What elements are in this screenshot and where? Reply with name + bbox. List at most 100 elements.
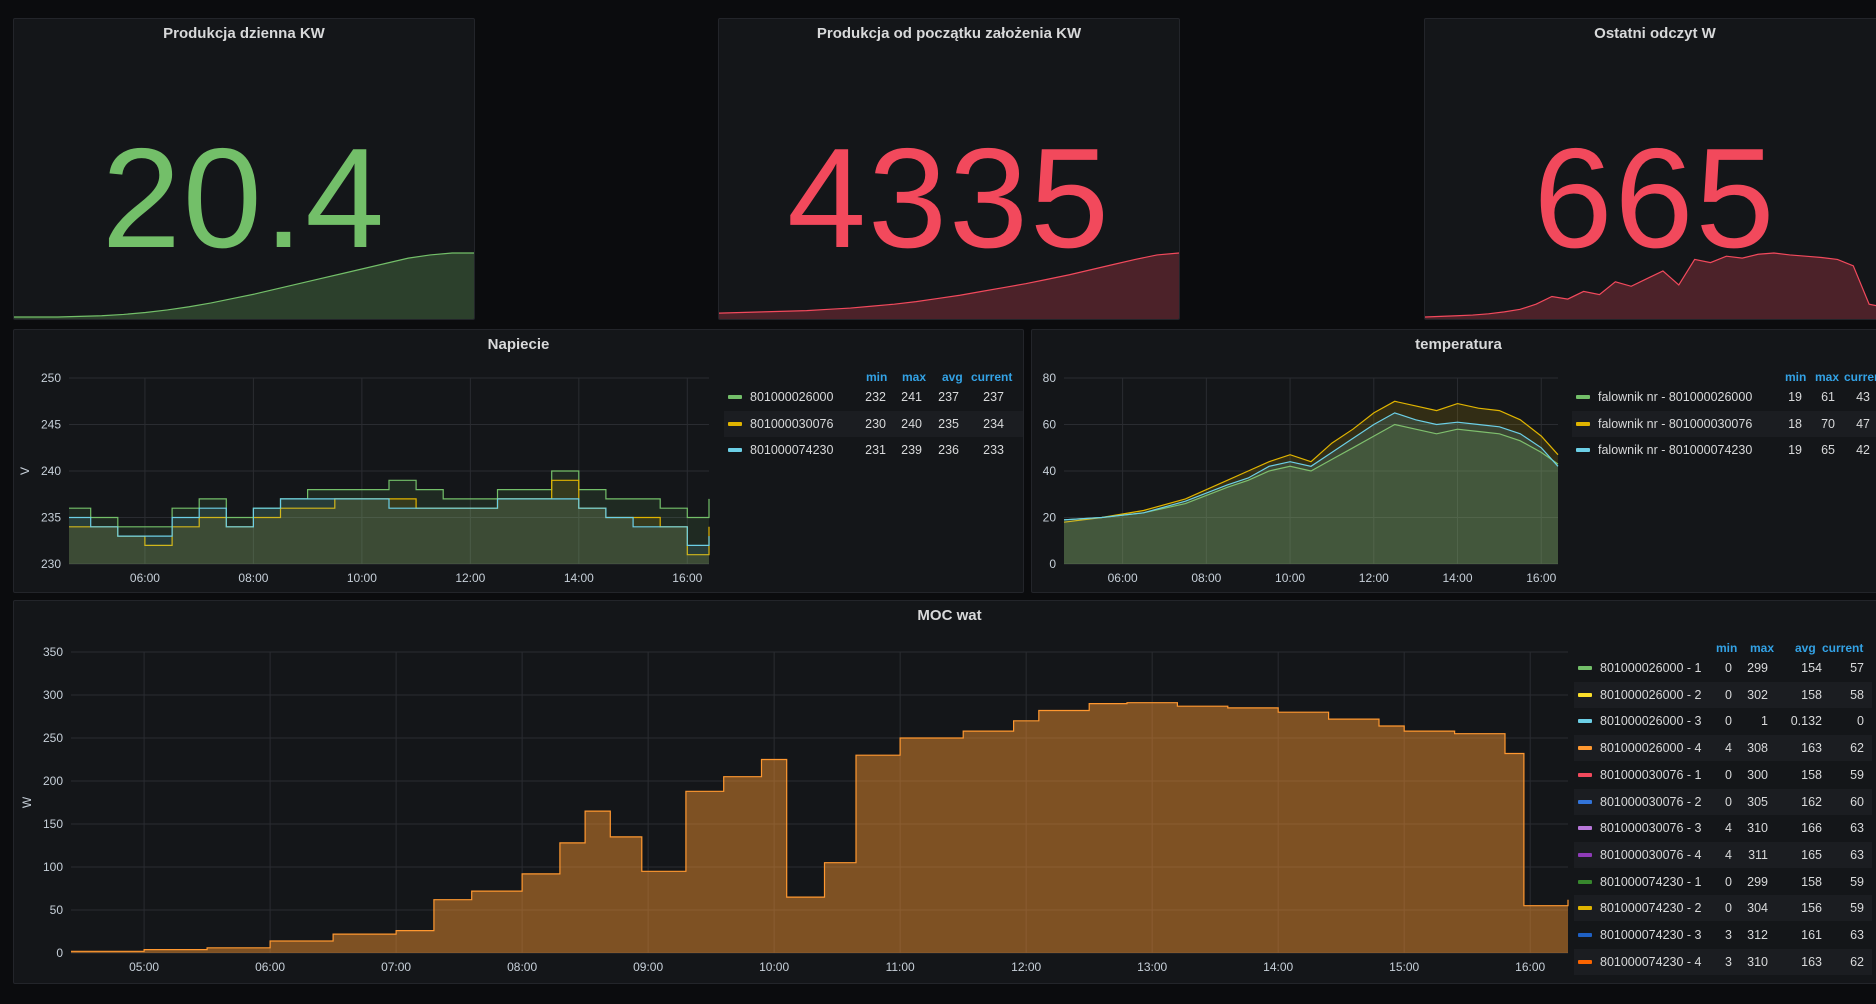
legend-swatch	[1578, 852, 1592, 857]
legend-max: 305	[1747, 794, 1768, 809]
y-tick-label: 40	[1043, 464, 1057, 478]
legend-row[interactable]: 801000030076 - 1 0 300 158 59	[1574, 762, 1872, 788]
legend-max: 302	[1747, 687, 1768, 702]
stat-panel-total[interactable]: Produkcja od początku założenia KW 4335	[718, 18, 1180, 320]
legend-row[interactable]: 801000030076 - 3 4 310 166 63	[1574, 815, 1872, 841]
legend-series-name: 801000074230 - 1	[1600, 874, 1702, 889]
legend-row[interactable]: falownik nr - 801000026000 19 61 43	[1572, 384, 1876, 410]
legend-row[interactable]: 801000074230 - 4 3 310 163 62	[1574, 948, 1872, 975]
legend-row[interactable]: 801000030076 - 2 0 305 162 60	[1574, 788, 1872, 815]
legend-current: 59	[1850, 767, 1864, 782]
sparkline-area	[14, 253, 474, 319]
legend-max: 241	[901, 390, 922, 404]
legend-row[interactable]: 801000030076 - 4 4 311 165 63	[1574, 841, 1872, 868]
legend-series-name: 801000026000 - 3	[1600, 714, 1702, 729]
legend-header-avg: avg	[942, 370, 963, 384]
legend-min: 3	[1725, 928, 1732, 942]
moc-panel[interactable]: MOC wat 0 50 100 150 200 250 300 350 05:00 06:00 0…	[13, 600, 1876, 984]
legend-max: 1	[1761, 714, 1768, 729]
legend-row[interactable]: 801000074230 231 239 236 233	[724, 437, 1023, 463]
temperatura-chart: 0 20 40 60 80 06:00 08:00 10:00 12:00 14:00 16:00	[1043, 371, 1559, 585]
legend-avg: 235	[938, 416, 959, 431]
y-tick-label: 230	[41, 557, 61, 571]
legend-current: 43	[1856, 390, 1870, 404]
legend-row[interactable]: 801000026000 - 1 0 299 154 57	[1574, 655, 1872, 681]
legend-series-name: 801000026000 - 1	[1600, 661, 1702, 675]
napiecie-panel[interactable]: Napiecie 230 235 240 245 250 06:00 08:00 10:00 1…	[13, 329, 1024, 593]
moc-legend: min max avg current 801000026000 - 1 0 299…	[1574, 641, 1876, 979]
legend-min: 4	[1725, 821, 1732, 836]
legend-min: 231	[865, 443, 886, 458]
legend-row[interactable]: 801000030076 230 240 235 234	[724, 410, 1023, 437]
legend-row[interactable]: 801000074230 - 3 3 312 161 63	[1574, 922, 1872, 948]
legend-header-max: max	[902, 370, 927, 384]
stat-panel-last-reading[interactable]: Ostatni odczyt W 665	[1424, 18, 1876, 320]
legend-current: 63	[1850, 821, 1864, 836]
sparkline-area	[1425, 253, 1876, 319]
panel-title: Produkcja od początku założenia KW	[816, 25, 1082, 42]
y-tick-label: 200	[43, 774, 63, 788]
stat-panel-daily[interactable]: Produkcja dzienna KW 20.4	[13, 18, 475, 320]
legend-current: 42	[1856, 443, 1870, 458]
y-tick-label: 235	[41, 511, 61, 525]
legend-min: 0	[1725, 767, 1732, 782]
legend-current: 59	[1850, 901, 1864, 916]
legend-avg: 158	[1801, 767, 1822, 782]
legend-swatch	[728, 421, 742, 426]
sparkline-line	[14, 252, 474, 318]
x-tick-label: 09:00	[633, 960, 663, 974]
legend-header-current: current	[971, 370, 1013, 384]
x-tick-label: 11:00	[886, 960, 915, 974]
series-line	[1063, 423, 1559, 521]
legend-swatch	[1576, 448, 1590, 453]
legend-series-name: falownik nr - 801000074230	[1598, 443, 1753, 458]
legend-series-name: 801000030076 - 1	[1600, 767, 1702, 782]
y-tick-label: 250	[41, 371, 61, 385]
legend-header-current: current	[1822, 641, 1864, 655]
legend-row[interactable]: 801000026000 - 3 0 1 0.132 0	[1574, 708, 1872, 734]
legend-swatch	[728, 448, 742, 453]
legend-row[interactable]: 801000026000 232 241 237 237	[724, 384, 1023, 410]
legend-header-max: max	[1750, 641, 1775, 655]
legend-row[interactable]: 801000026000 - 4 4 308 163 62	[1574, 735, 1872, 762]
legend-min: 0	[1725, 874, 1732, 889]
panel-title: Napiecie	[487, 336, 550, 353]
legend-swatch	[1578, 772, 1592, 777]
legend-current: 47	[1856, 416, 1870, 431]
legend-swatch	[1578, 959, 1592, 964]
x-tick-label: 06:00	[1108, 571, 1138, 585]
legend-swatch	[1578, 826, 1592, 831]
legend-min: 3	[1725, 954, 1732, 969]
napiecie-legend: min max avg current 801000026000 232 241 23…	[724, 370, 1023, 480]
x-tick-label: 14:00	[1263, 960, 1293, 974]
legend-swatch	[1578, 666, 1592, 670]
stat-value: 665	[1533, 119, 1777, 278]
legend-max: 312	[1747, 928, 1768, 942]
legend-min: 0	[1725, 661, 1732, 675]
x-tick-label: 16:00	[1515, 960, 1545, 974]
sparkline	[719, 252, 1179, 319]
legend-max: 308	[1747, 741, 1768, 756]
legend-current: 60	[1850, 794, 1864, 809]
legend-row[interactable]: falownik nr - 801000074230 19 65 42	[1572, 437, 1876, 463]
temperatura-panel[interactable]: temperatura 0 20 40 60 80 06:00 08:00 10:00 12:0…	[1031, 329, 1876, 593]
legend-row[interactable]: 801000026000 - 2 0 302 158 58	[1574, 681, 1872, 708]
legend-series-name: 801000030076	[750, 416, 834, 431]
legend-avg: 0.132	[1790, 714, 1822, 729]
x-tick-label: 15:00	[1389, 960, 1419, 974]
x-tick-label: 12:00	[1011, 960, 1041, 974]
legend-series-name: 801000074230 - 3	[1600, 928, 1702, 942]
x-tick-label: 07:00	[381, 960, 411, 974]
legend-avg: 156	[1801, 901, 1822, 916]
legend-avg: 162	[1801, 794, 1822, 809]
legend-max: 310	[1747, 821, 1768, 836]
napiecie-chart: 230 235 240 245 250 06:00 08:00 10:00 12:00 14:00…	[18, 371, 710, 585]
x-tick-label: 06:00	[130, 571, 160, 585]
legend-row[interactable]: 801000074230 - 2 0 304 156 59	[1574, 895, 1872, 922]
legend-row[interactable]: 801000074230 - 1 0 299 158 59	[1574, 869, 1872, 895]
legend-max: 311	[1748, 847, 1768, 862]
moc-chart: 0 50 100 150 200 250 300 350 05:00 06:00 07:00 08:0…	[20, 645, 1569, 974]
legend-avg: 165	[1801, 847, 1822, 862]
legend-row[interactable]: falownik nr - 801000030076 18 70 47	[1572, 410, 1876, 437]
legend-header-min: min	[866, 370, 888, 384]
